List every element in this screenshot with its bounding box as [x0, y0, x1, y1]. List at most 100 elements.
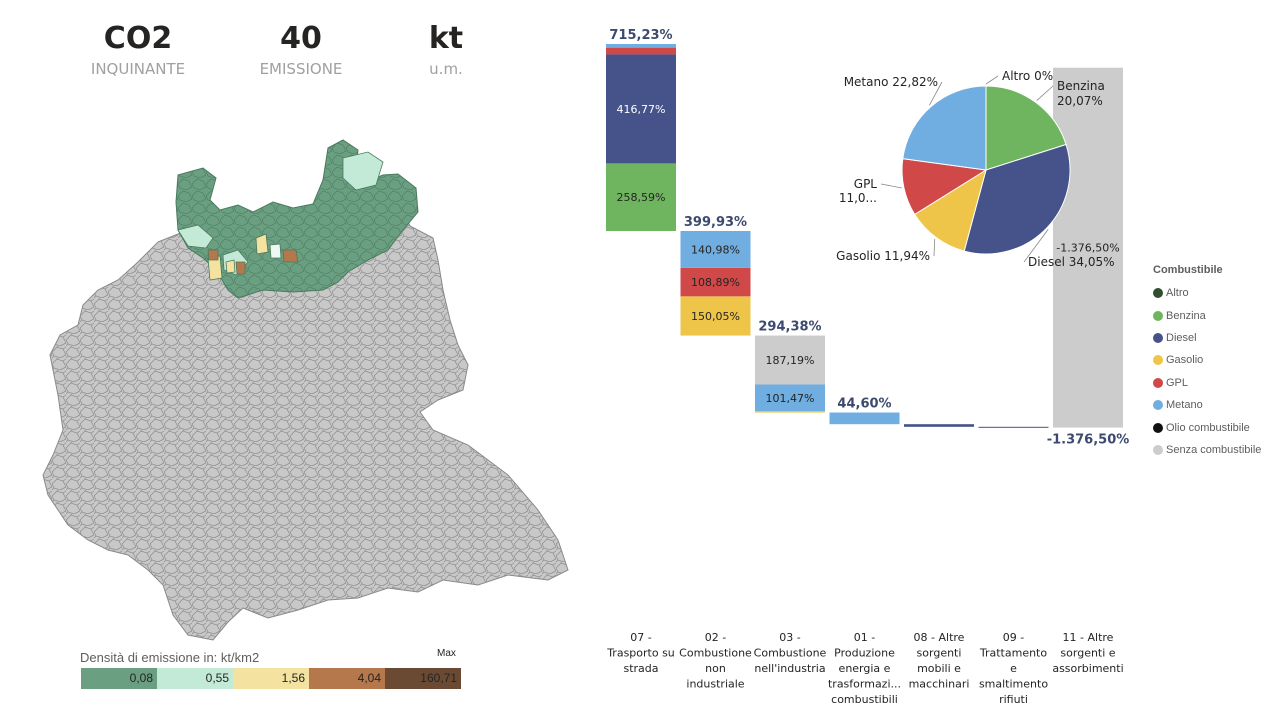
fuel-legend-item[interactable]: Metano	[1153, 394, 1261, 416]
waterfall-segment[interactable]	[680, 231, 751, 268]
map-legend-bin[interactable]: 160,71	[385, 668, 461, 689]
map-highlight-light[interactable]	[342, 151, 384, 191]
category-tick-label: Trasporto su	[606, 647, 675, 660]
fuel-legend-title: Combustibile	[1153, 264, 1223, 276]
pie-data-label: Gasolio 11,94%	[836, 249, 930, 263]
category-tick-label: 07 -	[630, 631, 651, 644]
waterfall-segment[interactable]	[978, 426, 1049, 428]
category-tick-label: rifiuti	[999, 693, 1028, 706]
waterfall-segment[interactable]	[606, 163, 676, 231]
fuel-legend-label: Diesel	[1166, 331, 1197, 344]
category-tick-label: Combustione	[679, 647, 752, 660]
waterfall-segment[interactable]	[606, 47, 676, 55]
map-highlight-orange-3[interactable]	[282, 249, 299, 263]
segment-data-label: 150,05%	[691, 310, 740, 323]
category-tick-label: 01 -	[854, 631, 875, 644]
category-tick-label: Combustione	[754, 647, 827, 660]
legend-dot-icon	[1153, 400, 1163, 411]
kpi-emissione-value: 40	[280, 21, 322, 56]
waterfall-segment[interactable]	[606, 54, 676, 164]
pie-leader-line	[929, 81, 943, 106]
category-tick-label: 11 - Altre	[1063, 631, 1114, 644]
segment-data-label: 187,19%	[766, 354, 815, 367]
kpi-inquinante-value: CO2	[103, 21, 173, 56]
category-tick-label: nell'industria	[754, 662, 825, 675]
pie-data-label: Altro 0%	[1002, 69, 1053, 83]
segment-data-label: 108,89%	[691, 276, 740, 289]
waterfall-segment[interactable]	[755, 384, 825, 412]
fuel-legend-item[interactable]: Diesel	[1153, 327, 1261, 349]
map-legend-bar: 0,08 0,55 1,56 4,04 160,71	[81, 668, 461, 689]
map-legend-bin[interactable]: 4,04	[309, 668, 385, 689]
category-tick-label: industriale	[686, 678, 744, 691]
pie-slice[interactable]	[985, 85, 1067, 171]
map-highlight-orange-2[interactable]	[235, 261, 246, 275]
pie-data-label: GPL	[854, 177, 878, 191]
waterfall-segment[interactable]	[680, 296, 751, 336]
fuel-legend-label: Altro	[1166, 287, 1189, 300]
total-data-label: -1.376,50%	[1047, 433, 1130, 448]
fuel-legend-item[interactable]: Benzina	[1153, 304, 1261, 326]
map-legend-bin[interactable]: 1,56	[233, 668, 309, 689]
pie-data-label: 20,07%	[1057, 94, 1103, 108]
category-tick-label: 09 -	[1003, 631, 1024, 644]
map-legend-bin[interactable]: 0,55	[157, 668, 233, 689]
kpi-inquinante-label: INQUINANTE	[90, 60, 186, 78]
map-legend-max: Max	[437, 648, 456, 659]
waterfall-segment[interactable]	[755, 411, 825, 413]
map-highlight-white[interactable]	[269, 243, 282, 259]
category-tick-label: smaltimento	[979, 678, 1048, 691]
emissions-chart[interactable]: 258,59% 416,77% 715,23% 07 - Trasporto su str…	[590, 10, 1150, 710]
waterfall-segment[interactable]	[904, 424, 974, 427]
fuel-legend-item[interactable]: Gasolio	[1153, 349, 1261, 371]
pie-slice[interactable]	[913, 168, 987, 252]
category-tick-label: Produzione	[834, 647, 895, 660]
category-tick-label: trasformazi...	[828, 678, 901, 691]
map-highlight-yellow-3[interactable]	[225, 259, 236, 274]
segment-data-label: -1.376,50%	[1056, 242, 1119, 255]
category-tick-label: strada	[623, 662, 658, 675]
map-highlight-yellow-2[interactable]	[255, 233, 269, 255]
lombardia-map[interactable]	[38, 130, 578, 645]
waterfall-segment[interactable]	[606, 44, 676, 48]
category-tick-label: e	[1010, 662, 1017, 675]
pie-leader-line	[880, 183, 902, 189]
pie-leader-line	[1036, 85, 1054, 101]
kpi-inquinante: CO2 INQUINANTE	[68, 20, 208, 78]
waterfall-segment[interactable]	[1053, 67, 1123, 428]
fuel-legend-item[interactable]: Senza combustibile	[1153, 439, 1261, 461]
category-tick-label: mobili e	[917, 662, 961, 675]
kpi-unita-value: kt	[428, 21, 464, 56]
fuel-legend: Combustibile Altro Benzina Diesel Gasoli…	[1153, 264, 1261, 461]
map-highlight-light-2[interactable]	[177, 224, 214, 249]
legend-dot-icon	[1153, 288, 1163, 299]
total-data-label: 399,93%	[684, 215, 747, 230]
waterfall-segment[interactable]	[829, 412, 900, 425]
legend-dot-icon	[1153, 422, 1163, 433]
legend-dot-icon	[1153, 355, 1163, 366]
map-legend-bin[interactable]: 0,08	[81, 668, 157, 689]
fuel-legend-item[interactable]: GPL	[1153, 372, 1261, 394]
legend-dot-icon	[1153, 310, 1163, 321]
legend-dot-icon	[1153, 332, 1163, 343]
waterfall-segment[interactable]	[680, 267, 751, 297]
fuel-legend-label: GPL	[1166, 376, 1189, 389]
legend-dot-icon	[1153, 444, 1163, 455]
category-tick-label: energia e	[839, 662, 891, 675]
pie-slice[interactable]	[963, 143, 1071, 255]
category-tick-label: combustibili	[831, 693, 898, 706]
category-tick-label: 08 - Altre	[914, 631, 965, 644]
category-tick-label: sorgenti e	[1060, 647, 1115, 660]
pie-data-label: 11,0...	[839, 191, 877, 205]
map-highlight-orange[interactable]	[207, 249, 219, 261]
fuel-legend-label: Metano	[1166, 399, 1203, 412]
category-tick-label: macchinari	[909, 678, 970, 691]
pie-slice[interactable]	[902, 85, 987, 171]
category-tick-label: sorgenti	[917, 647, 962, 660]
segment-data-label: 140,98%	[691, 243, 740, 256]
waterfall-segment[interactable]	[755, 335, 825, 385]
fuel-legend-label: Olio combustibile	[1166, 421, 1250, 434]
map-municipalities	[43, 190, 568, 640]
fuel-legend-item[interactable]: Olio combustibile	[1153, 416, 1261, 438]
fuel-legend-item[interactable]: Altro	[1153, 282, 1261, 304]
